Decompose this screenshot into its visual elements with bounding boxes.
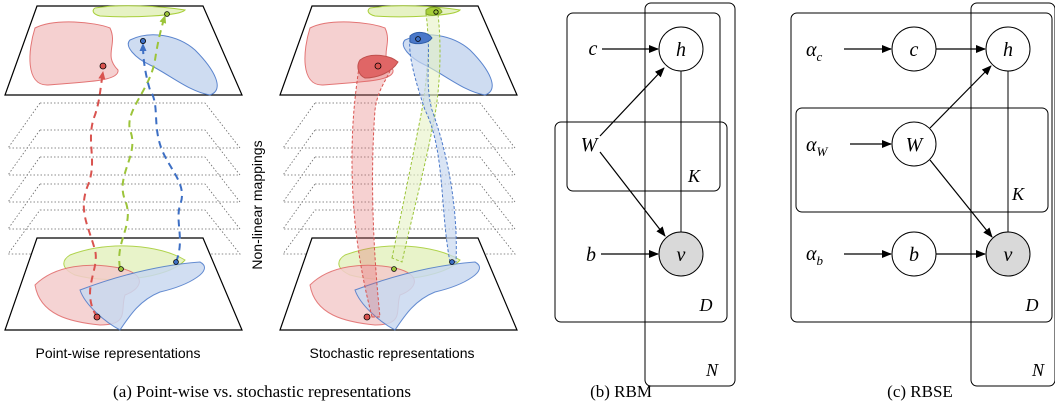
edge-W-h: [599, 67, 665, 137]
caption-panel-b: (b) RBM: [590, 382, 652, 401]
node-b-label: b: [586, 244, 596, 266]
intermediate-layers-left: [7, 102, 241, 255]
plate-N: [644, 2, 736, 387]
red-point-bottom-left: [93, 313, 101, 321]
node-c-label: c: [589, 38, 598, 60]
plate-N-label-c: N: [1031, 360, 1045, 380]
alpha-c-label: αc: [806, 39, 823, 64]
plate-N-label: N: [705, 360, 719, 380]
red-point-top-right: [374, 62, 382, 70]
plate-K-c: [795, 107, 1049, 213]
node-h-label: h: [676, 39, 686, 61]
blue-point-bottom-right: [449, 259, 455, 265]
red-trajectory-left: [82, 71, 106, 318]
green-point-top-right: [433, 9, 439, 15]
plate-D: [554, 121, 728, 323]
blue-mapped-region-right: [409, 31, 433, 45]
alpha-b-label: αb: [806, 243, 824, 268]
plate-D-c: [790, 12, 1053, 323]
plate-K-label: K: [687, 166, 701, 186]
blue-region-top-left: [127, 34, 218, 96]
green-point-top-left: [164, 11, 170, 17]
node-v-label: v: [677, 244, 686, 266]
alpha-W-label: αW: [806, 134, 829, 159]
blue-region-bottom-right: [354, 261, 480, 331]
plate-D-label-c: D: [1025, 295, 1039, 315]
red-region-top-left: [29, 21, 119, 86]
blue-point-top-left: [139, 38, 146, 45]
plate-D-label: D: [699, 295, 713, 315]
side-label-nonlinear: Non-linear mappings: [249, 140, 265, 269]
panel-c-rbse: K D N αc αW αb c h W b v: [790, 2, 1055, 387]
blue-point-top-right: [415, 36, 421, 42]
panel-a-left: [4, 5, 243, 331]
red-point-top-left: [99, 62, 107, 70]
edge-W-v: [599, 151, 666, 237]
caption-panel-a: (a) Point-wise vs. stochastic representa…: [113, 382, 411, 401]
node-c-rbse-label: c: [910, 39, 919, 61]
node-W-rbse-label: W: [906, 134, 925, 156]
subtitle-pointwise: Point-wise representations: [36, 345, 201, 361]
edge-W-v-rbse: [929, 159, 993, 238]
node-b-rbse-label: b: [909, 244, 919, 266]
edge-W-h-rbse: [929, 65, 992, 129]
node-W-label: W: [581, 134, 600, 156]
node-v-rbse-label: v: [1004, 244, 1013, 266]
caption-panel-c: (c) RBSE: [887, 382, 953, 401]
panel-b-rbm: K D N h v c W b: [554, 2, 736, 387]
red-point-bottom-right: [363, 313, 371, 321]
plate-K-label-c: K: [1011, 184, 1025, 204]
node-W-rbse: [891, 121, 937, 167]
blue-trajectory-left: [139, 43, 183, 263]
blue-region-bottom-left: [79, 261, 205, 331]
green-trajectory-left: [118, 15, 167, 269]
node-h-rbse-label: h: [1003, 39, 1013, 61]
green-point-bottom-left: [118, 266, 124, 272]
plate-K: [566, 12, 721, 192]
panel-a-right: [279, 5, 518, 331]
blue-point-bottom-left: [173, 259, 179, 265]
green-point-bottom-right: [391, 266, 397, 272]
subtitle-stochastic: Stochastic representations: [310, 345, 475, 361]
plate-N-c: [970, 2, 1055, 387]
